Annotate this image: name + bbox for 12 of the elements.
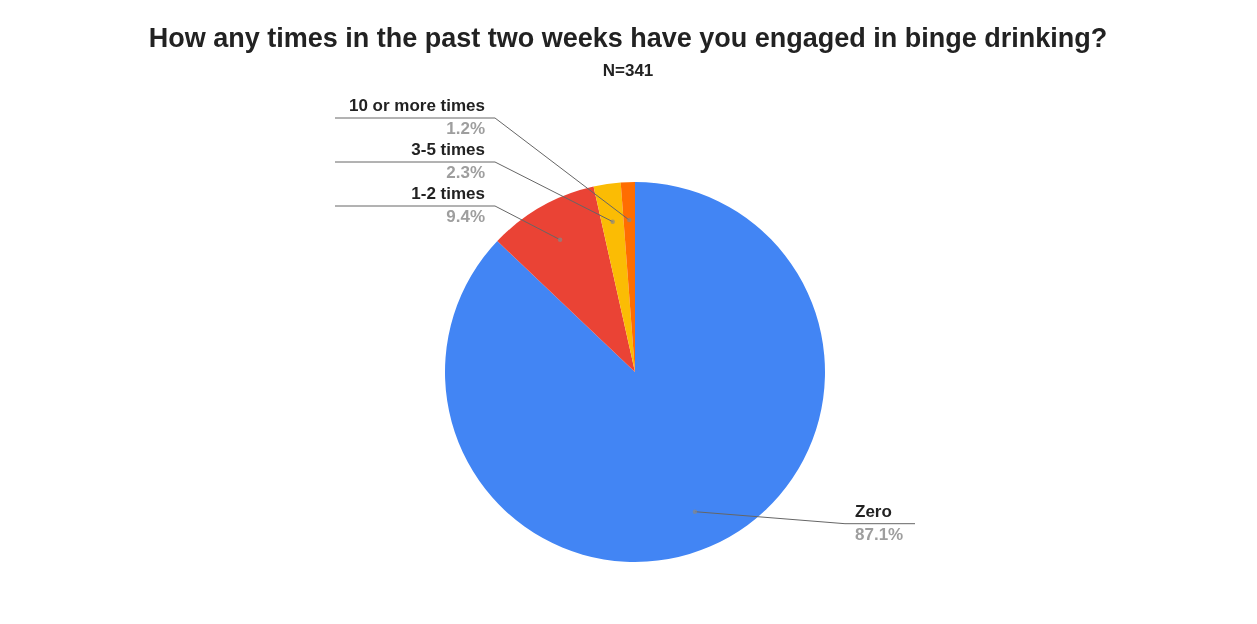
data-label: 87.1% <box>855 524 904 544</box>
pie-slice <box>497 186 635 372</box>
slice-label: 3-5 times <box>411 140 485 159</box>
chart-subtitle: N=341 <box>602 61 654 80</box>
slice-label: 1-2 times <box>411 184 485 203</box>
chart-title: How any times in the past two weeks have you engaged in binge drinking? <box>148 23 1108 53</box>
data-label: 1.2% <box>446 119 485 138</box>
data-label: 2.3% <box>446 163 485 182</box>
pie-slice <box>593 182 635 372</box>
slice-label: Zero <box>855 501 892 521</box>
data-label: 9.4% <box>446 207 485 226</box>
slice-label: 10 or more times <box>348 96 485 115</box>
